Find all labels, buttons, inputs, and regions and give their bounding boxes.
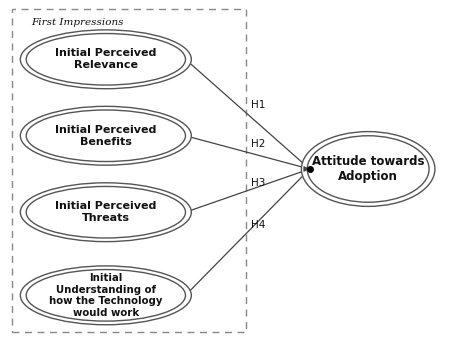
Ellipse shape (307, 136, 429, 202)
Ellipse shape (26, 110, 185, 162)
Text: Initial Perceived
Benefits: Initial Perceived Benefits (55, 125, 156, 147)
Ellipse shape (301, 131, 435, 207)
Ellipse shape (26, 187, 185, 238)
Ellipse shape (26, 33, 185, 85)
Text: Initial Perceived
Relevance: Initial Perceived Relevance (55, 48, 156, 70)
Ellipse shape (20, 106, 191, 165)
Text: Initial Perceived
Threats: Initial Perceived Threats (55, 201, 156, 223)
Ellipse shape (20, 30, 191, 89)
Text: H4: H4 (251, 220, 265, 230)
Text: H3: H3 (251, 178, 265, 188)
Text: H1: H1 (251, 100, 265, 110)
Ellipse shape (20, 266, 191, 325)
Text: Initial
Understanding of
how the Technology
would work: Initial Understanding of how the Technol… (49, 273, 163, 318)
Text: H2: H2 (251, 139, 265, 149)
Text: Attitude towards
Adoption: Attitude towards Adoption (312, 155, 424, 183)
Text: First Impressions: First Impressions (31, 18, 123, 27)
Ellipse shape (20, 183, 191, 242)
Ellipse shape (26, 270, 185, 321)
